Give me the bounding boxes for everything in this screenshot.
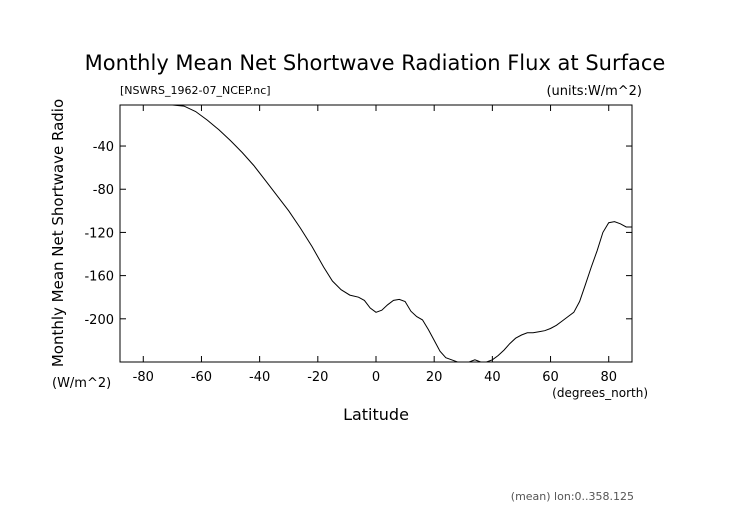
y-tick-label: -120 [84,226,114,241]
y-tick-label: -200 [84,313,114,328]
x-tick-label: -40 [249,370,270,385]
chart-title: Monthly Mean Net Shortwave Radiation Flu… [85,51,666,75]
x-axis-units: (degrees_north) [552,386,648,400]
x-tick-label: 20 [426,370,443,385]
y-tick-label: -40 [93,140,114,155]
x-tick-label: -80 [133,370,154,385]
x-tick-label: 40 [484,370,501,385]
units-label: (units:W/m^2) [546,84,642,99]
series-line [120,104,632,363]
x-axis-label: Latitude [343,405,409,424]
plot-frame [119,104,633,363]
y-axis-ticks: -40 -80 -120 -160 -200 [84,140,632,328]
file-label: [NSWRS_1962-07_NCEP.nc] [120,84,271,97]
x-tick-label: 60 [542,370,559,385]
footer-note: (mean) lon:0..358.125 [511,490,634,503]
y-tick-label: -80 [93,183,114,198]
y-axis-units: (W/m^2) [52,376,111,391]
x-tick-label: 80 [600,370,617,385]
x-tick-label: -60 [191,370,212,385]
y-axis-label: Monthly Mean Net Shortwave Radio [49,99,67,367]
y-tick-label: -160 [84,270,114,285]
x-tick-label: -20 [307,370,328,385]
x-tick-label: 0 [372,370,380,385]
x-axis-ticks: -80 -60 -40 -20 0 20 40 60 80 [133,105,617,385]
